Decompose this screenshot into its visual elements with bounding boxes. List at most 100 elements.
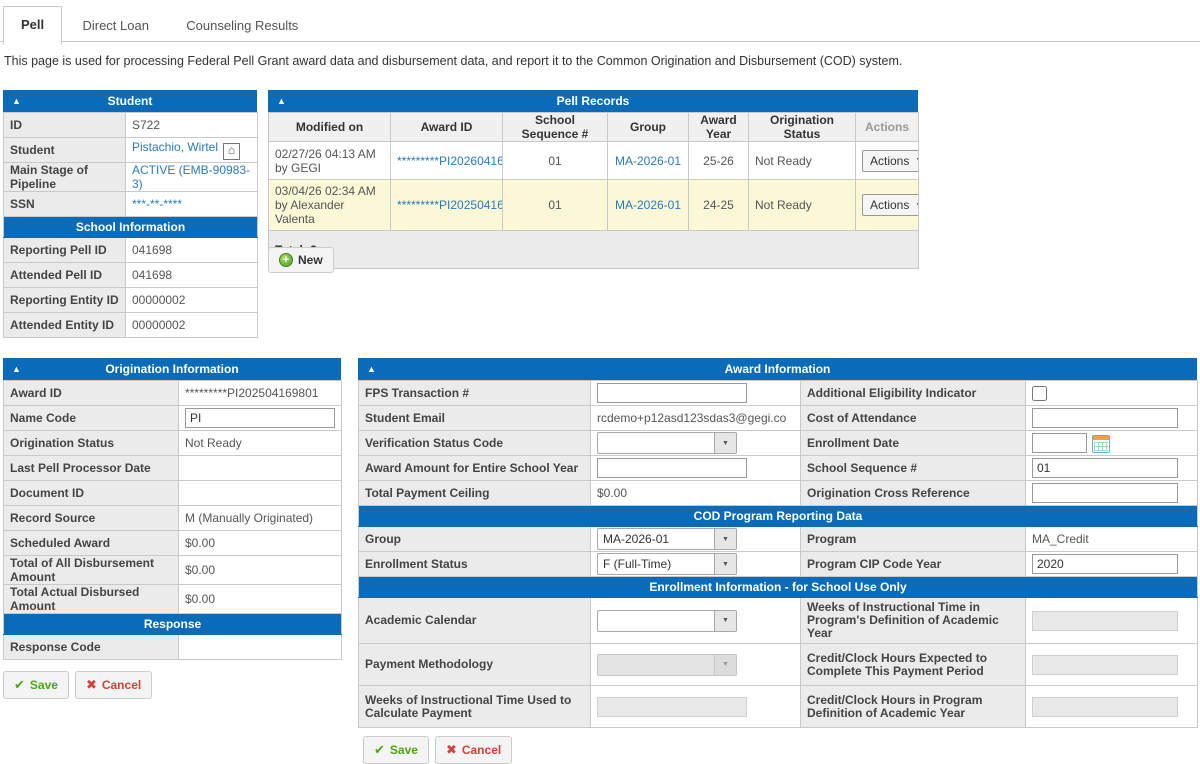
cancel-button[interactable]: ✖ Cancel (434, 736, 513, 764)
tab-counseling-results[interactable]: Counseling Results (186, 18, 299, 33)
calendar-icon[interactable] (1092, 434, 1110, 453)
collapse-icon[interactable]: ▲ (277, 96, 286, 106)
award-amount-label: Award Amount for Entire School Year (358, 455, 591, 481)
cost-of-attendance-input[interactable] (1032, 408, 1178, 428)
enrollment-date-label: Enrollment Date (800, 430, 1026, 456)
collapse-icon[interactable]: ▲ (12, 96, 21, 106)
student-name-link[interactable]: Pistachio, Wirtel (132, 140, 219, 154)
fps-transaction-input[interactable] (597, 383, 747, 403)
school-sequence-value: 01 (502, 141, 608, 180)
collapse-icon[interactable]: ▲ (12, 364, 21, 374)
scheduled-award-label: Scheduled Award (3, 530, 179, 556)
fps-transaction-label: FPS Transaction # (358, 380, 591, 406)
table-row: 02/27/26 04:13 AM by GEGI *********PI2026… (268, 141, 919, 180)
award-id-link[interactable]: *********PI2026041698 (397, 153, 502, 168)
col-award-year: Award Year (688, 112, 749, 142)
school-sequence-input[interactable] (1032, 458, 1178, 478)
actions-button-label: Actions (870, 153, 910, 168)
chevron-down-icon: ▼ (714, 610, 736, 631)
collapse-icon[interactable]: ▲ (367, 364, 376, 374)
chevron-down-icon: ▼ (714, 654, 736, 675)
tab-pell[interactable]: Pell (3, 6, 63, 45)
table-row-selected: 03/04/26 02:34 AM by Alexander Valenta **… (268, 179, 919, 231)
enrollment-date-input[interactable] (1032, 433, 1087, 453)
modified-date: 03/04/26 02:34 AM (275, 184, 376, 198)
award-panel-title: Award Information (724, 362, 831, 376)
program-value: MA_Credit (1025, 526, 1198, 552)
academic-calendar-label: Academic Calendar (358, 597, 591, 644)
dropdown-value: F (Full-Time) (603, 557, 672, 571)
modified-by: by Alexander Valenta (275, 198, 345, 226)
record-source-label: Record Source (3, 505, 179, 531)
enrollment-section-header: Enrollment Information - for School Use … (358, 576, 1198, 598)
award-amount-input[interactable] (597, 458, 747, 478)
check-icon: ✔ (14, 677, 25, 692)
additional-eligibility-checkbox[interactable] (1032, 385, 1047, 401)
academic-calendar-dropdown[interactable]: ▼ (597, 609, 737, 632)
program-cip-code-year-input[interactable] (1032, 554, 1178, 574)
group-label: Group (358, 526, 591, 552)
pipeline-label: Main Stage of Pipeline (3, 162, 126, 192)
total-actual-disbursed-value: $0.00 (178, 584, 342, 614)
name-code-input[interactable] (185, 408, 335, 428)
group-link[interactable]: MA-2026-01 (614, 198, 682, 212)
pell-records-title: Pell Records (556, 94, 630, 108)
save-button[interactable]: ✔ Save (363, 736, 429, 764)
save-button[interactable]: ✔ Save (3, 671, 69, 699)
pell-records-header: ▲ Pell Records (268, 90, 918, 112)
x-icon: ✖ (445, 742, 457, 757)
student-profile-icon[interactable]: ⌂ (223, 143, 241, 160)
total-count: Total: 2 (268, 230, 919, 269)
tab-direct-loan[interactable]: Direct Loan (82, 18, 149, 33)
cancel-button[interactable]: ✖ Cancel (74, 671, 153, 699)
pell-records-panel: ▲ Pell Records Modified on Award ID Scho… (268, 90, 919, 269)
ssn-link[interactable]: ***-**-**** (132, 197, 183, 211)
group-link[interactable]: MA-2026-01 (614, 153, 682, 168)
origination-panel-header: ▲ Origination Information (3, 358, 341, 380)
last-pell-processor-date-label: Last Pell Processor Date (3, 455, 179, 481)
verification-status-dropdown[interactable]: ▼ (597, 432, 737, 454)
col-origination-status: Origination Status (748, 112, 856, 142)
total-payment-ceiling-label: Total Payment Ceiling (358, 480, 591, 506)
ssn-label: SSN (3, 191, 126, 217)
school-sequence-value: 01 (502, 179, 608, 231)
origination-status-value: Not Ready (748, 141, 856, 180)
col-school-sequence: School Sequence # (502, 112, 608, 142)
reporting-pell-id-value: 041698 (125, 237, 258, 263)
chevron-down-icon: ▼ (915, 202, 917, 209)
modified-by: by GEGI (275, 160, 322, 175)
award-id-value: *********PI202504169801 (178, 380, 342, 406)
verification-status-label: Verification Status Code (358, 430, 591, 456)
origination-status-value: Not Ready (178, 430, 342, 456)
credit-hours-academic-year-label: Credit/Clock Hours in Program Definition… (800, 685, 1026, 728)
actions-button[interactable]: Actions ▼ (862, 149, 918, 172)
chevron-down-icon: ▼ (714, 529, 736, 549)
student-label: Student (3, 137, 126, 163)
weeks-used-to-calculate-input (597, 696, 747, 717)
origination-cross-reference-input[interactable] (1032, 483, 1178, 503)
cancel-button-label: Cancel (101, 678, 142, 692)
pipeline-link[interactable]: ACTIVE (EMB-90983-3) (132, 163, 251, 191)
document-id-label: Document ID (3, 480, 179, 506)
total-disbursement-value: $0.00 (178, 555, 342, 585)
chevron-down-icon: ▼ (714, 433, 736, 453)
reporting-pell-id-label: Reporting Pell ID (3, 237, 126, 263)
actions-button[interactable]: Actions ▼ (862, 194, 918, 216)
award-year-value: 25-26 (688, 141, 749, 180)
credit-hours-payment-period-input (1032, 654, 1178, 675)
cost-of-attendance-label: Cost of Attendance (800, 405, 1026, 431)
check-icon: ✔ (374, 742, 385, 757)
origination-buttons: ✔ Save ✖ Cancel (3, 671, 153, 699)
new-button[interactable]: + New (268, 247, 334, 273)
student-panel-header: ▲ Student (3, 90, 257, 112)
col-actions: Actions (855, 112, 919, 142)
program-cip-code-year-label: Program CIP Code Year (800, 551, 1026, 577)
payment-methodology-label: Payment Methodology (358, 643, 591, 686)
reporting-entity-id-label: Reporting Entity ID (3, 287, 126, 313)
award-id-link[interactable]: *********PI2025041698 (397, 198, 502, 212)
cancel-button-label: Cancel (461, 743, 502, 757)
award-id-label: Award ID (3, 380, 179, 406)
award-buttons: ✔ Save ✖ Cancel (363, 736, 513, 764)
enrollment-status-dropdown[interactable]: F (Full-Time) ▼ (597, 553, 737, 575)
group-dropdown[interactable]: MA-2026-01 ▼ (597, 528, 737, 550)
